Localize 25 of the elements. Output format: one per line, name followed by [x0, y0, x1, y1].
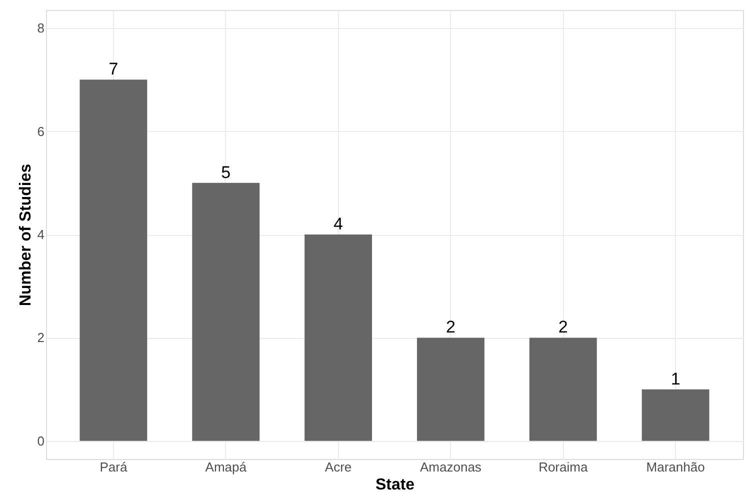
bar — [80, 80, 148, 441]
bar — [642, 389, 710, 441]
data-label: 1 — [670, 369, 680, 388]
bar — [192, 182, 260, 441]
x-axis-title: State — [375, 476, 415, 494]
bar — [304, 234, 372, 441]
y-axis-title: Number of Studies — [17, 164, 34, 306]
y-tick-label: 6 — [37, 124, 44, 139]
x-tick-label: Pará — [100, 460, 128, 474]
x-tick-label: Roraima — [538, 460, 588, 474]
x-tick-label: Maranhão — [646, 460, 705, 474]
x-tick-label: Amapá — [205, 460, 248, 474]
y-tick-label: 4 — [37, 227, 44, 242]
data-label: 2 — [558, 318, 568, 337]
data-label: 4 — [334, 214, 344, 234]
data-label: 5 — [221, 162, 231, 182]
bar — [416, 338, 484, 441]
bar — [529, 338, 597, 441]
data-label: 7 — [108, 60, 118, 79]
y-tick-label: 2 — [37, 330, 44, 346]
y-tick-label: 8 — [37, 20, 44, 36]
data-label: 2 — [446, 318, 456, 337]
x-tick-label: Amazonas — [420, 460, 482, 474]
x-tick-label: Acre — [324, 460, 352, 474]
y-tick-label: 0 — [37, 433, 44, 448]
